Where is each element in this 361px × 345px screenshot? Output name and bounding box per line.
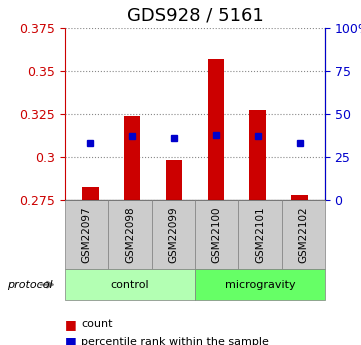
Bar: [82, 187, 99, 200]
Bar: [291, 195, 308, 200]
Text: ■: ■: [65, 318, 77, 331]
Text: GSM22097: GSM22097: [82, 206, 92, 263]
Text: GSM22098: GSM22098: [125, 206, 135, 263]
Text: percentile rank within the sample: percentile rank within the sample: [81, 337, 269, 345]
Text: GSM22099: GSM22099: [168, 206, 178, 263]
Text: microgravity: microgravity: [225, 280, 295, 289]
Bar: [166, 160, 182, 200]
Bar: [249, 110, 266, 200]
Text: count: count: [81, 319, 113, 329]
Text: control: control: [111, 280, 149, 289]
Text: GSM22100: GSM22100: [212, 206, 222, 263]
Bar: [208, 59, 224, 200]
Text: ■: ■: [65, 335, 77, 345]
Text: protocol: protocol: [7, 280, 53, 289]
Bar: [124, 117, 140, 200]
Title: GDS928 / 5161: GDS928 / 5161: [127, 7, 263, 24]
Text: GSM22102: GSM22102: [298, 206, 308, 263]
Text: GSM22101: GSM22101: [255, 206, 265, 263]
